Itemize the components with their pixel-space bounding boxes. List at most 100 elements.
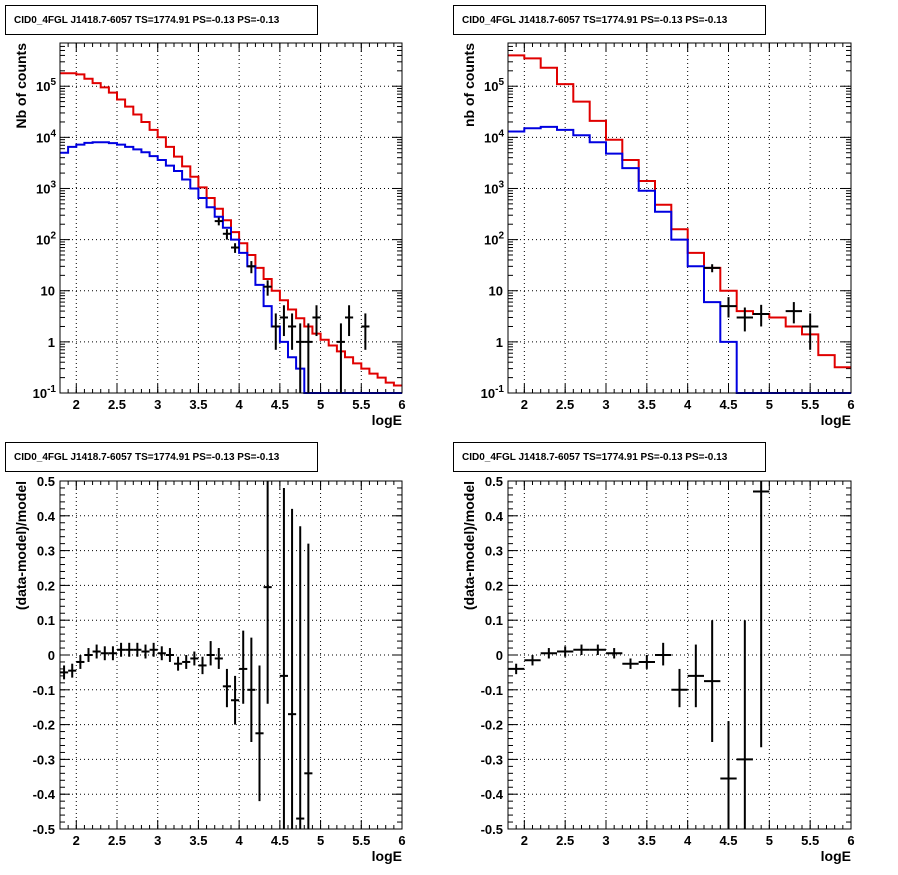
x-axis-label: logE (372, 412, 402, 428)
data-point (720, 297, 737, 318)
data-point (263, 280, 272, 296)
chart-panel-2: CID0_4FGL J1418.7-6057 TS=1774.91 PS=-0.… (453, 5, 855, 428)
data-point (231, 675, 240, 725)
x-tick-label: 5 (317, 833, 324, 848)
data-point (108, 646, 117, 661)
data-point (100, 646, 109, 661)
x-tick-label: 3.5 (189, 397, 207, 412)
chart-panel-1: CID0_4FGL J1418.7-6057 TS=1774.91 PS=-0.… (5, 5, 406, 428)
data-point (589, 644, 606, 655)
data-point (671, 668, 688, 708)
y-tick-label: -0.5 (33, 822, 55, 837)
x-tick-label: 2 (521, 397, 528, 412)
data-point (84, 648, 93, 662)
y-tick-label: -0.3 (481, 752, 503, 767)
y-tick-label: 0.3 (485, 544, 503, 559)
plot-area (60, 481, 402, 829)
chart-title-box: CID0_4FGL J1418.7-6057 TS=1774.91 PS=-0.… (453, 442, 766, 472)
chart-panel-3: CID0_4FGL J1418.7-6057 TS=1774.91 PS=-0.… (5, 442, 406, 864)
data-point (540, 648, 557, 659)
x-tick-label: 3.5 (638, 397, 656, 412)
data-point (231, 243, 240, 253)
data-point (304, 543, 313, 829)
plot-frame (59, 480, 403, 830)
data-point (655, 642, 672, 666)
y-tick-label: 0.5 (485, 474, 503, 489)
data-point (239, 630, 248, 704)
chart-title: CID0_4FGL J1418.7-6057 TS=1774.91 PS=-0.… (14, 452, 280, 463)
chart-title-frame (453, 442, 766, 472)
y-tick-label: 0.4 (485, 509, 504, 524)
data-point (60, 665, 69, 680)
plot-frame (59, 42, 403, 394)
chart-title-box: CID0_4FGL J1418.7-6057 TS=1774.91 PS=-0.… (5, 5, 318, 35)
y-axis-label: (data-model)/model (461, 481, 477, 610)
data-point (361, 313, 370, 350)
x-axis-label: logE (821, 848, 851, 864)
data-point (198, 656, 207, 675)
x-tick-label: 5.5 (801, 397, 819, 412)
x-tick-label: 4.5 (271, 397, 289, 412)
y-tick-label: 10 (489, 284, 503, 299)
y-axis-label: (data-model)/model (13, 481, 29, 610)
data-point (508, 663, 525, 675)
x-tick-label: 3 (602, 833, 609, 848)
x-tick-label: 6 (398, 833, 405, 848)
x-tick-label: 5.5 (352, 833, 370, 848)
x-tick-label: 6 (847, 397, 854, 412)
y-tick-label: 0 (48, 648, 55, 663)
chart-title: CID0_4FGL J1418.7-6057 TS=1774.91 PS=-0.… (14, 15, 280, 26)
plot-area (60, 43, 402, 393)
y-axis: -0.5 -0.4 -0.3 -0.2 -0.1 0 0.1 0.2 0.3 0.4 0.5 (dat… (13, 474, 402, 837)
data-point (149, 642, 158, 657)
data-point (174, 656, 183, 671)
data-point (222, 229, 231, 240)
y-axis: -0.5 -0.4 -0.3 -0.2 -0.1 0 0.1 0.2 0.3 0.4 0.5 (dat… (461, 474, 851, 837)
data-point (92, 644, 101, 659)
x-tick-label: 4.5 (719, 833, 737, 848)
y-tick-label: 103 (36, 179, 56, 196)
y-tick-label: 105 (484, 77, 504, 94)
x-tick-label: 3 (154, 397, 161, 412)
data-point (125, 642, 134, 657)
data-point (68, 663, 77, 678)
x-axis-label: logE (372, 848, 402, 864)
data-point (753, 304, 770, 327)
data-point (785, 302, 802, 324)
data-point (687, 644, 704, 708)
x-tick-label: 2.5 (108, 397, 126, 412)
data-point (336, 323, 345, 393)
y-tick-label: 0.2 (37, 578, 55, 593)
data-points (214, 217, 370, 393)
data-point (214, 217, 223, 226)
data-point (736, 620, 753, 829)
data-point (704, 264, 721, 273)
x-tick-label: 2 (521, 833, 528, 848)
y-axis: 10-1 1 10 102 103 104 105 Nb of counts (13, 42, 402, 401)
data-point (524, 655, 541, 666)
y-tick-label: -0.1 (481, 683, 503, 698)
y-tick-label: -0.3 (33, 752, 55, 767)
y-tick-label: -0.2 (481, 718, 503, 733)
y-tick-label: 10 (41, 284, 55, 299)
y-axis-label: Nb of counts (13, 43, 29, 129)
x-tick-label: 5 (317, 397, 324, 412)
x-tick-label: 6 (398, 397, 405, 412)
data-point (279, 305, 288, 337)
y-tick-label: -0.5 (481, 822, 503, 837)
x-tick-label: 4 (684, 397, 692, 412)
y-tick-label: 0.2 (485, 578, 503, 593)
y-tick-label: -0.2 (33, 718, 55, 733)
y-tick-label: 1 (48, 335, 55, 350)
y-axis: 10-1 1 10 102 103 104 105 nb of counts (461, 42, 851, 401)
data-point (182, 655, 191, 669)
data-point (165, 648, 174, 662)
data-point (117, 642, 126, 657)
x-tick-label: 3.5 (638, 833, 656, 848)
x-tick-label: 3.5 (189, 833, 207, 848)
data-point (247, 261, 256, 274)
x-tick-label: 6 (847, 833, 854, 848)
